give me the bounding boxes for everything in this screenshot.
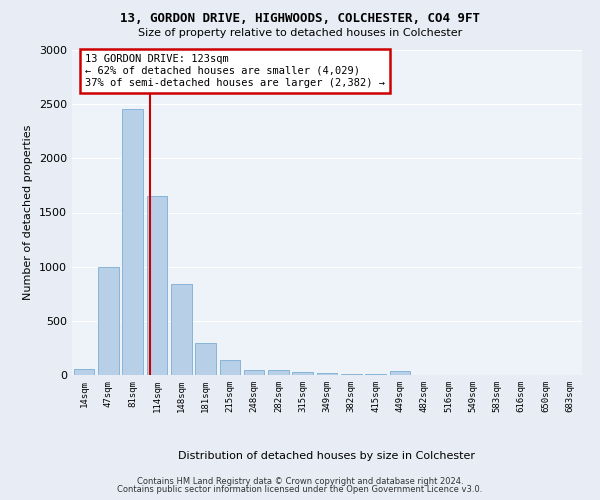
Bar (74, 368, 94, 375)
Bar (146, 196, 167, 375)
X-axis label: Distribution of detached houses by size in Colchester: Distribution of detached houses by size … (179, 451, 476, 461)
Text: Contains HM Land Registry data © Crown copyright and database right 2024.: Contains HM Land Registry data © Crown c… (137, 477, 463, 486)
Bar (122, 108, 143, 375)
Bar (292, 372, 313, 375)
Bar (220, 360, 240, 375)
Bar (195, 343, 216, 375)
Bar (268, 370, 289, 375)
Bar (98, 266, 119, 375)
Text: 13, GORDON DRIVE, HIGHWOODS, COLCHESTER, CO4 9FT: 13, GORDON DRIVE, HIGHWOODS, COLCHESTER,… (120, 12, 480, 24)
Y-axis label: Number of detached properties: Number of detached properties (23, 125, 34, 300)
Bar (244, 370, 265, 375)
Bar (171, 284, 191, 375)
Bar (341, 374, 362, 375)
Text: Contains public sector information licensed under the Open Government Licence v3: Contains public sector information licen… (118, 485, 482, 494)
Text: Size of property relative to detached houses in Colchester: Size of property relative to detached ho… (138, 28, 462, 38)
Text: 13 GORDON DRIVE: 123sqm
← 62% of detached houses are smaller (4,029)
37% of semi: 13 GORDON DRIVE: 123sqm ← 62% of detache… (85, 54, 385, 88)
Bar (389, 371, 410, 375)
Bar (317, 373, 337, 375)
Bar (365, 374, 386, 375)
